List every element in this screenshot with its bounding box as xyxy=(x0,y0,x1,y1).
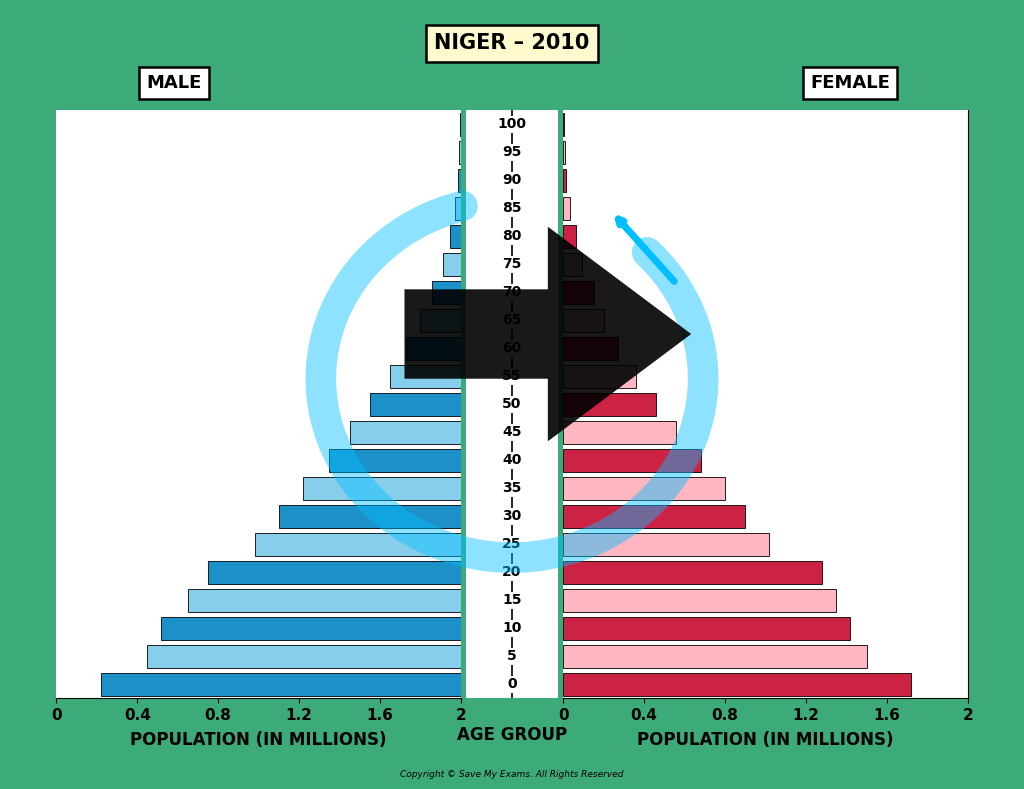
Bar xyxy=(255,533,461,555)
Text: 0: 0 xyxy=(507,677,517,691)
Text: FEMALE: FEMALE xyxy=(810,74,890,92)
Text: AGE GROUP: AGE GROUP xyxy=(457,727,567,744)
Text: 35: 35 xyxy=(503,481,521,495)
Bar xyxy=(460,141,461,164)
Bar xyxy=(563,449,700,472)
Text: 15: 15 xyxy=(502,593,522,608)
Bar xyxy=(563,393,656,416)
Bar xyxy=(563,561,822,584)
Text: 100: 100 xyxy=(498,118,526,132)
Bar xyxy=(563,673,911,696)
Text: 40: 40 xyxy=(503,454,521,467)
Bar xyxy=(563,253,583,276)
Bar xyxy=(147,645,461,667)
Bar xyxy=(407,337,461,360)
Bar xyxy=(563,645,866,667)
Bar xyxy=(450,225,461,248)
Bar xyxy=(563,421,677,444)
Text: 20: 20 xyxy=(503,565,521,579)
Text: 45: 45 xyxy=(502,425,522,439)
Text: 60: 60 xyxy=(503,342,521,355)
Bar xyxy=(563,589,837,611)
Text: 90: 90 xyxy=(503,174,521,188)
Bar xyxy=(563,337,617,360)
X-axis label: POPULATION (IN MILLIONS): POPULATION (IN MILLIONS) xyxy=(130,731,387,750)
Text: 95: 95 xyxy=(503,145,521,159)
Bar xyxy=(349,421,461,444)
Bar xyxy=(455,197,461,220)
Text: 50: 50 xyxy=(503,398,521,411)
Text: MALE: MALE xyxy=(146,74,202,92)
Bar xyxy=(563,141,564,164)
Bar xyxy=(563,533,769,555)
Polygon shape xyxy=(404,226,691,441)
Bar xyxy=(563,197,570,220)
Bar xyxy=(563,505,745,528)
X-axis label: POPULATION (IN MILLIONS): POPULATION (IN MILLIONS) xyxy=(637,731,894,750)
Bar xyxy=(420,309,461,332)
Bar xyxy=(563,477,725,499)
Bar xyxy=(370,393,461,416)
Bar xyxy=(208,561,461,584)
Bar xyxy=(458,169,461,192)
Text: 10: 10 xyxy=(503,621,521,635)
Bar xyxy=(330,449,461,472)
Bar xyxy=(563,281,594,304)
Text: 65: 65 xyxy=(503,313,521,327)
Text: 55: 55 xyxy=(502,369,522,383)
Bar xyxy=(162,617,461,640)
Text: 70: 70 xyxy=(503,286,521,299)
Text: 25: 25 xyxy=(502,537,522,552)
Text: 85: 85 xyxy=(502,201,522,215)
Text: NIGER – 2010: NIGER – 2010 xyxy=(434,33,590,54)
Text: 5: 5 xyxy=(507,649,517,664)
Bar xyxy=(390,365,461,388)
Text: 30: 30 xyxy=(503,510,521,523)
Text: 75: 75 xyxy=(503,257,521,271)
Bar xyxy=(563,169,566,192)
Bar xyxy=(303,477,461,499)
Bar xyxy=(563,309,604,332)
Bar xyxy=(279,505,461,528)
Bar xyxy=(442,253,461,276)
Bar xyxy=(100,673,461,696)
Bar xyxy=(187,589,461,611)
Bar xyxy=(563,617,850,640)
Text: 80: 80 xyxy=(503,230,521,244)
Bar xyxy=(563,225,577,248)
Text: Copyright © Save My Exams. All Rights Reserved: Copyright © Save My Exams. All Rights Re… xyxy=(400,770,624,780)
Bar xyxy=(563,365,636,388)
Bar xyxy=(432,281,461,304)
